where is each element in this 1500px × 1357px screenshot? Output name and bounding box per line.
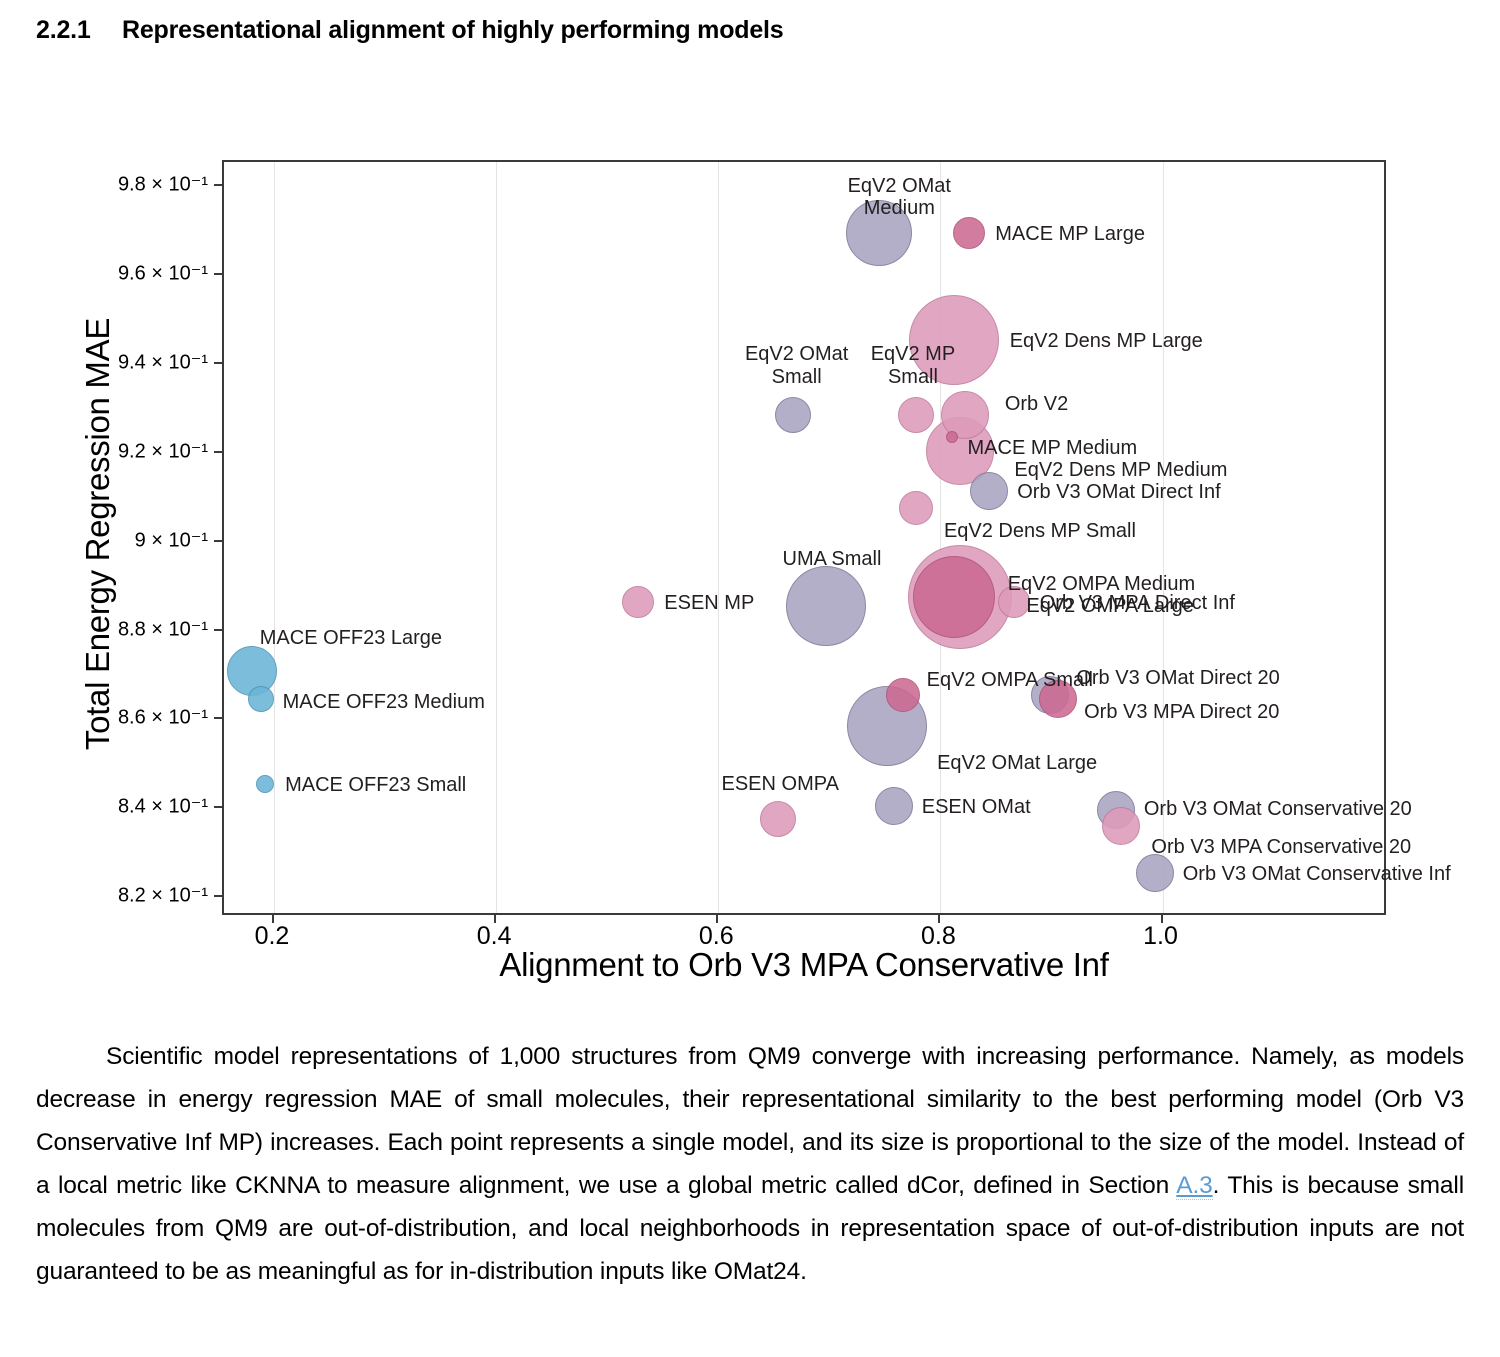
data-point-label: EqV2 OMat Small	[744, 343, 849, 388]
x-axis-tick-mark	[271, 915, 274, 923]
x-axis-tick-label: 0.4	[476, 922, 512, 950]
data-point-label: Orb V3 MPA Conservative 20	[1151, 835, 1412, 858]
x-axis-label: Alignment to Orb V3 MPA Conservative Inf	[499, 946, 1109, 983]
data-point-bubble[interactable]	[997, 585, 1030, 618]
data-point-label: Orb V3 MPA Direct 20	[1084, 701, 1280, 724]
data-point-label: MACE OFF23 Large	[259, 626, 443, 649]
data-point-label: MACE MP Large	[995, 223, 1145, 246]
y-axis-tick-mark	[214, 628, 222, 631]
data-point-bubble[interactable]	[912, 556, 995, 639]
y-axis-tick-label: 9.2 × 10⁻¹	[117, 440, 208, 463]
y-axis-tick-mark	[214, 717, 222, 720]
data-point-bubble[interactable]	[874, 786, 913, 825]
data-point-label: EqV2 OMPA Large	[1026, 595, 1194, 618]
y-axis-tick-mark	[214, 273, 222, 276]
y-axis-tick-label: 8.4 × 10⁻¹	[117, 795, 208, 818]
x-axis-tick-mark	[716, 915, 719, 923]
data-point-bubble[interactable]	[785, 566, 866, 647]
y-axis-tick-mark	[214, 184, 222, 187]
data-point-bubble[interactable]	[953, 217, 986, 250]
y-axis-tick-label: 8.8 × 10⁻¹	[117, 618, 208, 641]
x-axis-tick-label: 1.0	[1143, 922, 1178, 950]
y-axis-tick-mark	[214, 539, 222, 542]
bubble-chart-figure: Total Energy Regression MAE Alignment to…	[0, 120, 1500, 1020]
figure-caption: Scientific model representations of 1,00…	[36, 1035, 1464, 1293]
data-point-bubble[interactable]	[226, 645, 277, 696]
plot-area: EqV2 OMat Medium MACE MP Large EqV2 Dens M…	[222, 160, 1451, 915]
y-axis-label: Total Energy Regression MAE	[79, 317, 116, 751]
data-point-label: Orb V3 OMat Conservative Inf	[1182, 862, 1451, 885]
data-point-label: MACE MP Medium	[967, 437, 1138, 460]
data-point-label: EqV2 OMPA Medium	[1007, 573, 1196, 596]
gridline-vertical	[1162, 162, 1164, 913]
section-title: Representational alignment of highly per…	[122, 16, 784, 44]
data-point-bubble[interactable]	[1102, 806, 1141, 845]
data-point-label: MACE OFF23 Medium	[282, 691, 485, 714]
data-point-bubble[interactable]	[846, 200, 913, 267]
data-point-label: EqV2 OMat Large	[937, 752, 1098, 775]
data-point-label: Orb V3 OMat Conservative 20	[1143, 798, 1412, 821]
gridline-vertical	[273, 162, 275, 913]
section-reference-link[interactable]: A.3	[1176, 1172, 1213, 1200]
y-axis-tick-label: 9.6 × 10⁻¹	[117, 262, 208, 285]
data-point-label: UMA Small	[782, 548, 882, 571]
y-axis-tick-label: 8.2 × 10⁻¹	[117, 884, 208, 907]
data-point-label: MACE OFF23 Small	[285, 773, 467, 796]
y-axis-tick-label: 9.4 × 10⁻¹	[117, 351, 208, 374]
data-point-label: EqV2 Dens MP Medium	[1014, 458, 1228, 481]
x-axis-tick-label: 0.2	[254, 922, 290, 950]
y-axis-tick-label: 9 × 10⁻¹	[134, 529, 208, 552]
data-point-label: EqV2 Dens MP Large	[1009, 329, 1203, 352]
data-point-label: ESEN OMat	[921, 795, 1031, 818]
y-axis-tick-mark	[214, 895, 222, 897]
x-axis-tick-mark	[494, 915, 497, 923]
y-axis-tick-label: 8.6 × 10⁻¹	[117, 706, 208, 729]
data-point-bubble[interactable]	[970, 471, 1009, 510]
y-axis-tick-mark	[214, 362, 222, 365]
data-point-label: ESEN OMPA	[721, 773, 839, 796]
x-axis-tick-label: 0.8	[921, 922, 956, 950]
data-point-label: EqV2 Dens MP Small	[943, 520, 1136, 543]
data-point-bubble[interactable]	[898, 491, 933, 526]
data-point-bubble[interactable]	[897, 397, 934, 434]
data-point-bubble[interactable]	[247, 686, 274, 713]
data-point-bubble[interactable]	[760, 801, 797, 838]
data-point-label: EqV2 MP Small	[870, 343, 956, 388]
data-point-label: EqV2 OMPA Small	[926, 668, 1093, 691]
gridline-vertical	[496, 162, 498, 913]
data-point-label: Orb V2	[1004, 393, 1069, 416]
y-axis-tick-mark	[214, 450, 222, 453]
data-point-bubble[interactable]	[622, 585, 655, 618]
y-axis-tick-label: 9.8 × 10⁻¹	[117, 173, 208, 196]
x-axis-tick-label: 0.6	[698, 922, 734, 950]
gridline-vertical	[940, 162, 942, 913]
section-heading: 2.2.1 Representational alignment of highl…	[36, 16, 784, 45]
data-point-label: Orb V3 OMat Direct Inf	[1017, 480, 1221, 503]
x-axis-tick-mark	[1160, 915, 1163, 923]
data-point-bubble[interactable]	[908, 294, 999, 385]
data-point-bubble[interactable]	[774, 397, 811, 434]
data-point-label: ESEN MP	[664, 591, 755, 614]
data-point-bubble[interactable]	[1135, 853, 1174, 892]
data-point-label: EqV2 OMat Medium	[847, 175, 951, 220]
data-point-label: Orb V3 OMat Direct 20	[1076, 666, 1280, 689]
y-axis-tick-mark	[214, 806, 222, 809]
caption-text-part2: . This is because small molecules from Q…	[36, 1172, 1464, 1285]
data-point-bubble[interactable]	[256, 774, 275, 793]
data-point-bubble[interactable]	[885, 677, 920, 712]
data-point-bubble[interactable]	[945, 431, 958, 444]
data-point-label: Orb V3 MPA Direct Inf	[1039, 591, 1235, 614]
caption-text-part1: Scientific model representations of 1,00…	[36, 1043, 1464, 1199]
gridline-vertical	[718, 162, 720, 913]
data-point-bubble[interactable]	[940, 391, 989, 440]
x-axis-tick-mark	[938, 915, 941, 923]
section-number: 2.2.1	[36, 16, 91, 44]
data-point-bubble[interactable]	[1039, 680, 1078, 719]
